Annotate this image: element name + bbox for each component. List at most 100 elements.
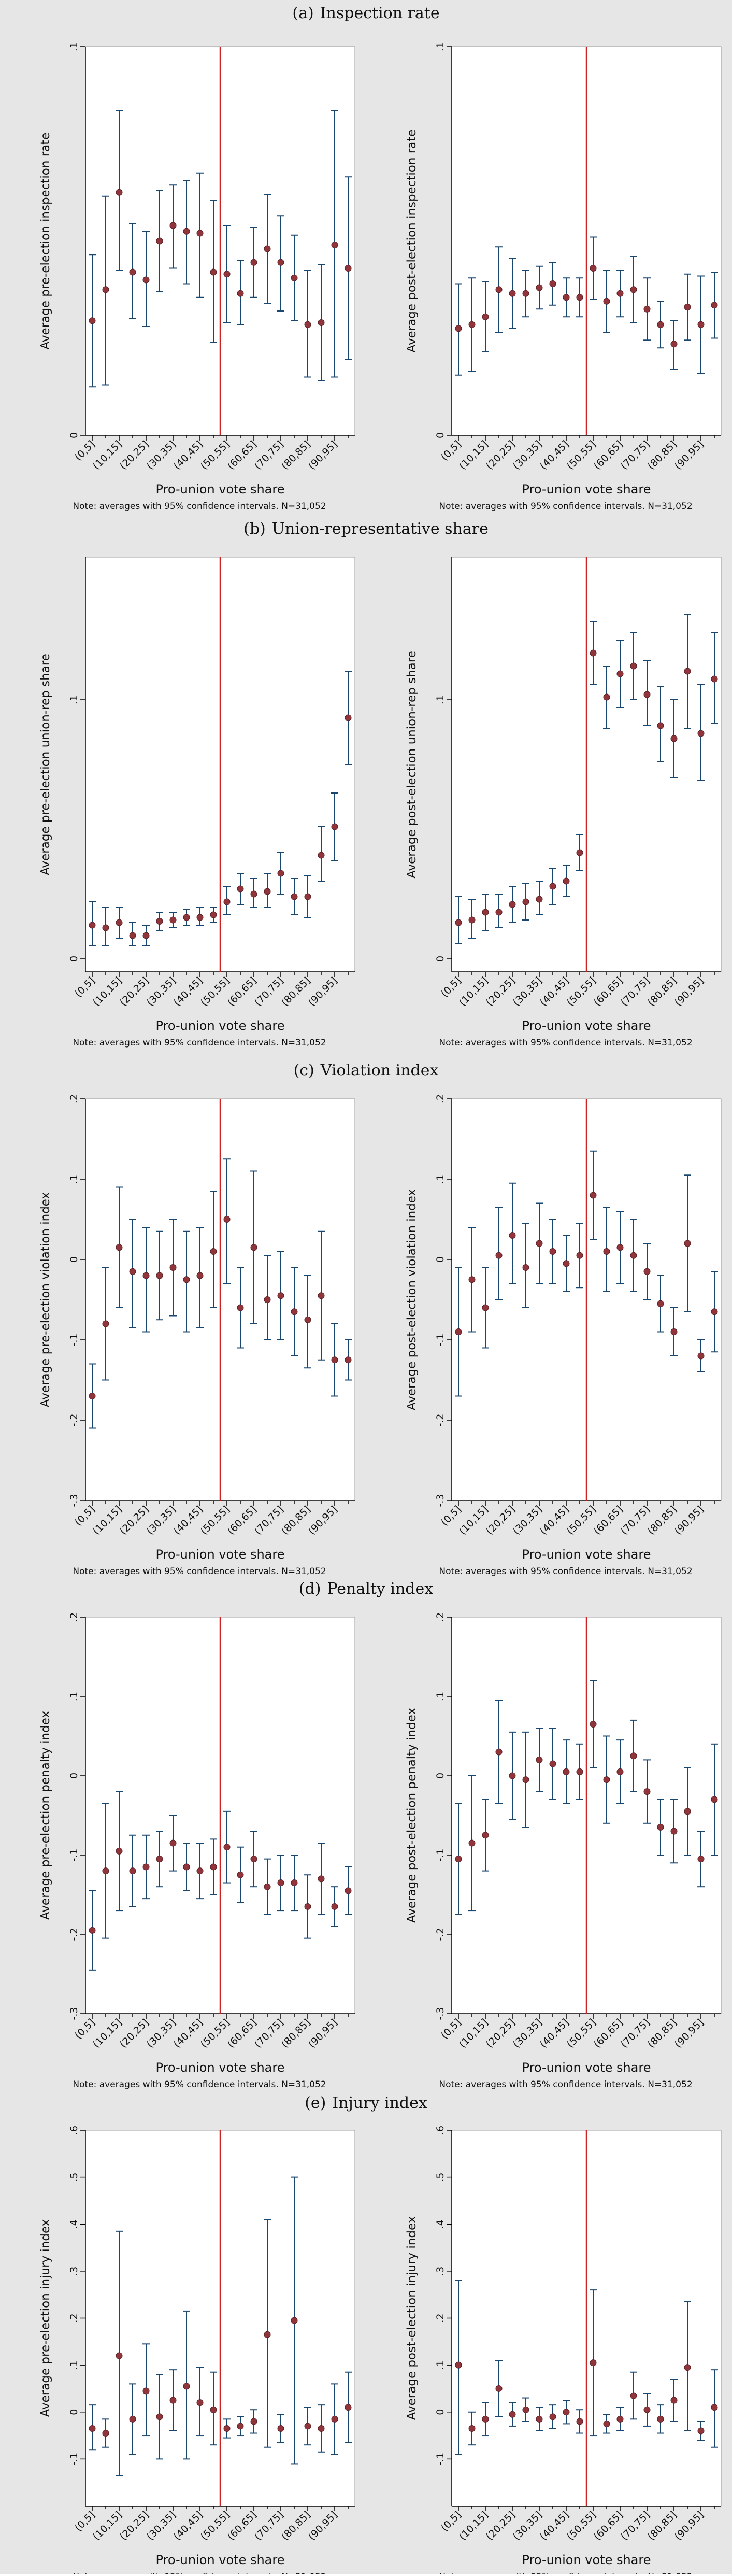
chart-b-post: 0 .1 Average post-election union-rep share… [366, 542, 732, 1057]
mean-marker [291, 274, 298, 281]
x-tick-label: (80,85] [645, 975, 679, 1009]
data-point [657, 301, 664, 349]
mean-marker [590, 265, 597, 272]
mean-marker [318, 319, 325, 326]
y-tick-label: 0 [435, 1773, 446, 1779]
x-tick-label: (80,85] [645, 2017, 679, 2050]
chart-svg: -.3 -.2 -.1 0 .1 .2 Average post-election pena… [405, 1612, 722, 2090]
data-point [684, 273, 691, 341]
y-tick-label: .2 [435, 2313, 446, 2323]
note-text: Note: averages with 95% confidence inter… [73, 501, 326, 512]
mean-marker [549, 2413, 556, 2421]
mean-marker [304, 2423, 311, 2430]
data-point [116, 110, 123, 271]
mean-marker [711, 1796, 718, 1803]
data-point [331, 1886, 338, 1927]
x-axis-label: Pro-union vote share [522, 1547, 651, 1562]
data-point [697, 2421, 705, 2441]
y-tick-label: .1 [68, 1174, 80, 1184]
mean-marker [616, 1768, 624, 1775]
data-point [345, 671, 352, 765]
data-point [549, 1728, 556, 1800]
note-text: Note: averages with 95% confidence inter… [73, 2572, 326, 2574]
data-point [630, 632, 637, 700]
data-point [102, 1267, 109, 1381]
data-point [129, 223, 136, 319]
mean-marker [156, 2413, 163, 2421]
data-point [210, 200, 217, 343]
data-point [455, 283, 462, 376]
data-point [250, 1831, 257, 1888]
x-tick-label: (20,25] [118, 2509, 151, 2543]
y-axis-label: Average pre-election violation index [39, 1192, 52, 1407]
chart-svg: -.3 -.2 -.1 0 .1 .2 Average pre-election viola… [39, 1094, 355, 1577]
mean-marker [183, 228, 190, 235]
mean-marker [264, 245, 271, 252]
data-point [616, 2407, 624, 2431]
mean-marker [482, 313, 489, 320]
data-point [89, 1890, 96, 1971]
x-tick-label: (40,45] [171, 975, 205, 1009]
data-point [304, 875, 311, 918]
mean-marker [495, 2385, 503, 2392]
data-point [304, 2407, 311, 2446]
data-point [237, 260, 244, 325]
data-point [196, 1843, 204, 1900]
mean-marker [455, 919, 462, 926]
data-point [142, 231, 150, 327]
data-point [536, 2407, 543, 2431]
mean-marker [156, 1272, 163, 1279]
x-tick-label: (70,75] [252, 2509, 286, 2543]
x-tick-label: (50,55] [198, 2509, 232, 2543]
x-tick-label: (50,55] [198, 438, 232, 472]
data-point [509, 886, 516, 923]
data-point [590, 621, 597, 685]
mean-marker [616, 670, 624, 677]
y-tick-label: -.1 [435, 1849, 446, 1862]
mean-marker [603, 1776, 610, 1784]
mean-marker [116, 2352, 123, 2359]
data-point [210, 1191, 217, 1308]
data-point [590, 2289, 597, 2437]
data-point [345, 2371, 352, 2443]
mean-marker [277, 2425, 284, 2432]
mean-marker [237, 2423, 244, 2430]
data-point [657, 1799, 664, 1856]
panel-letter: (c) [293, 1061, 314, 1080]
mean-marker [129, 1867, 136, 1875]
mean-marker [318, 2425, 325, 2432]
mean-marker [549, 1248, 556, 1255]
note-text: Note: averages with 95% confidence inter… [73, 2079, 326, 2089]
mean-marker [304, 321, 311, 328]
data-point [291, 2176, 298, 2465]
x-tick-label: (70,75] [252, 1504, 286, 1537]
mean-marker [129, 1268, 136, 1275]
y-tick-label: .5 [435, 2173, 446, 2182]
mean-marker [536, 896, 543, 903]
mean-marker [223, 271, 231, 278]
x-tick-label: (90,95] [672, 975, 706, 1009]
mean-marker [129, 2415, 136, 2423]
mean-marker [250, 259, 257, 266]
mean-marker [129, 268, 136, 276]
x-tick-label: (70,75] [619, 438, 652, 472]
data-point [603, 2414, 610, 2434]
data-point [563, 277, 570, 318]
data-point [468, 277, 476, 372]
mean-marker [237, 290, 244, 297]
mean-marker [563, 2409, 570, 2416]
x-tick-label: (10,15] [91, 1504, 124, 1537]
mean-marker [304, 1903, 311, 1910]
x-tick-label: (80,85] [279, 975, 313, 1009]
x-tick-label: (90,95] [672, 438, 706, 472]
data-point [196, 1227, 204, 1328]
data-point [250, 1170, 257, 1324]
data-point [536, 265, 543, 310]
data-point [183, 1230, 190, 1333]
mean-marker [684, 2364, 691, 2371]
data-point [169, 1219, 177, 1317]
data-point [549, 2404, 556, 2429]
y-tick-label: .6 [435, 2126, 446, 2135]
chart-svg: -.3 -.2 -.1 0 .1 .2 Average post-election viol… [405, 1094, 722, 1577]
mean-marker [102, 924, 109, 931]
